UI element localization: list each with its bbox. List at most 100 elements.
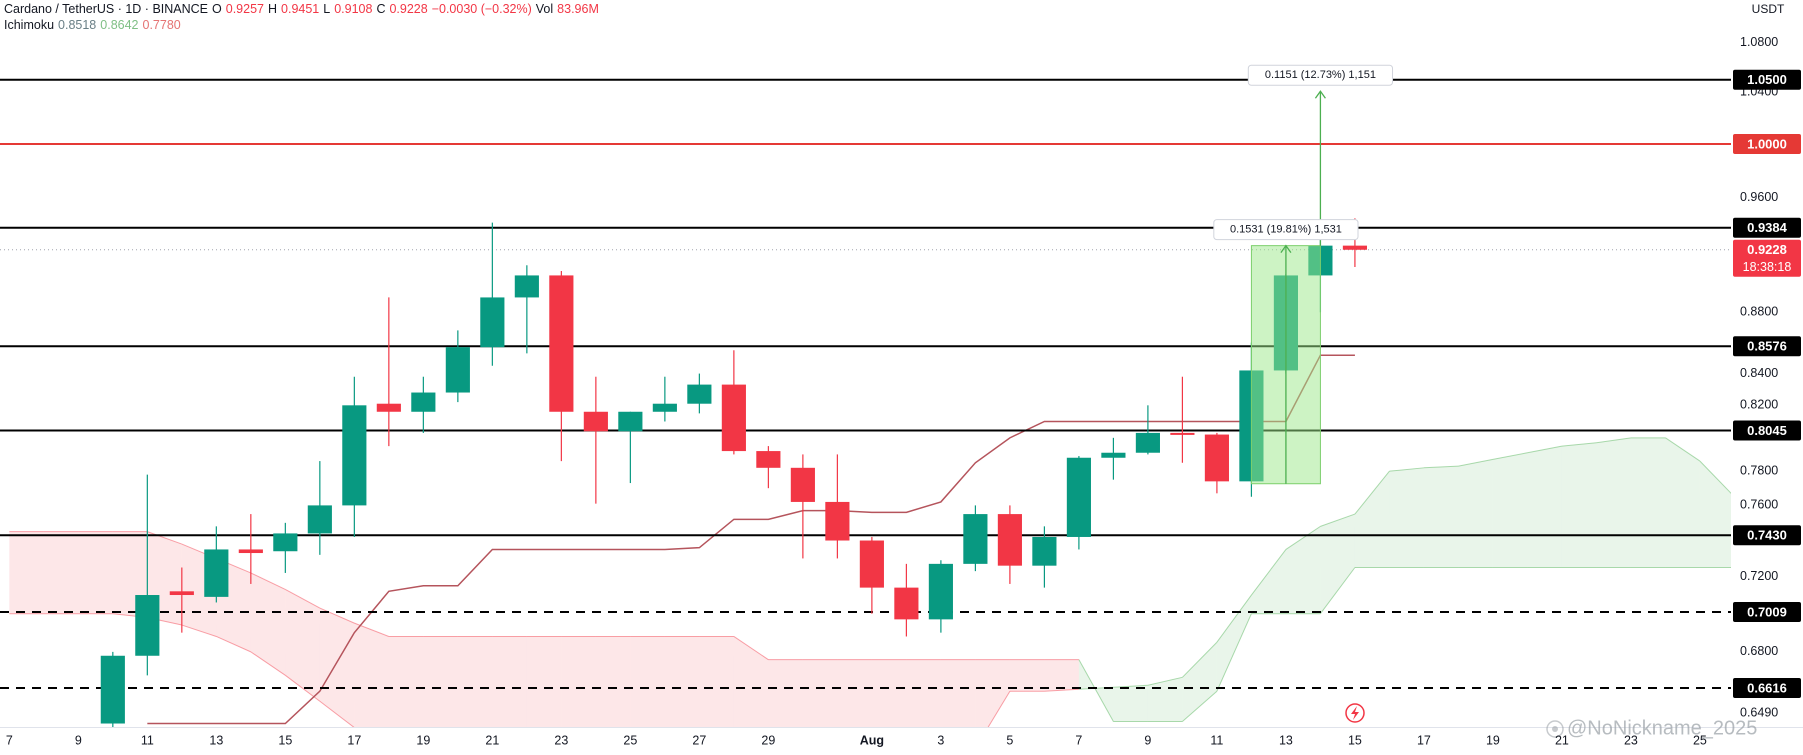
candle-body: [583, 411, 608, 432]
cloud-fill: [1320, 514, 1355, 614]
cloud-span-a: [1320, 513, 1356, 527]
level-label: 1.0500: [1747, 72, 1787, 87]
cloud-span-b: [1182, 690, 1218, 722]
candle-body: [1342, 245, 1367, 250]
cloud-span-a: [1389, 467, 1424, 472]
plot-area: [0, 78, 1731, 727]
arrow-head: [1280, 244, 1292, 254]
cloud-fill: [78, 531, 113, 614]
candle-body: [790, 467, 815, 502]
level-label-box: [1733, 602, 1801, 623]
candle-body: [549, 275, 574, 412]
cloud-fill: [1009, 659, 1045, 692]
currency-label: USDT: [1752, 2, 1785, 16]
cloud-span-b: [147, 531, 182, 545]
last-price-box: [1733, 239, 1801, 277]
symbol-title: Cardano / TetherUS · 1D · BINANCE: [4, 2, 209, 16]
cloud-fill: [1389, 467, 1424, 568]
candle-body: [238, 549, 263, 554]
cloud-span-a: [1147, 676, 1183, 686]
x-tick-label: 25: [1693, 733, 1707, 747]
x-tick-label: 21: [1555, 733, 1569, 747]
cloud-fill: [354, 623, 389, 727]
cloud-span-a: [1458, 458, 1494, 467]
x-tick-label: 11: [1210, 733, 1223, 747]
cloud-span-b: [250, 572, 286, 590]
cloud-span-b: [1216, 613, 1252, 692]
cloud-span-a: [987, 690, 1011, 727]
cloud-span-b: [1320, 567, 1356, 615]
cloud-span-a: [216, 636, 252, 653]
candle-body: [652, 403, 677, 412]
indicator-value: 0.7780: [142, 18, 181, 32]
candle-body: [480, 297, 505, 348]
candle-body: [859, 540, 884, 588]
cloud-span-a: [1044, 688, 1079, 692]
level-label-box: [1733, 217, 1801, 238]
cloud-fill: [1527, 446, 1562, 568]
legend-key: O: [212, 2, 222, 16]
cloud-fill: [595, 636, 631, 727]
candle-body: [894, 587, 919, 620]
cloud-fill: [1596, 437, 1631, 568]
legend-key: Vol: [535, 2, 554, 16]
level-label-box: [1733, 420, 1801, 441]
measure-label-box: [1213, 219, 1359, 241]
kijun-line: [147, 354, 1355, 725]
cloud-fill: [1354, 471, 1390, 568]
cloud-span-a: [181, 624, 217, 637]
x-tick-label: 11: [141, 733, 154, 747]
x-tick-label: 23: [1624, 733, 1638, 747]
cloud-fill: [1423, 466, 1459, 568]
cloud-span-a: [1423, 465, 1459, 469]
level-label: 1.0000: [1747, 136, 1787, 151]
x-tick-label: 15: [278, 733, 292, 747]
y-tick-label: 1.0800: [1740, 35, 1778, 49]
cloud-fill: [1458, 459, 1493, 568]
cloud-span-a: [1527, 445, 1563, 454]
cloud-span-a: [1285, 525, 1321, 550]
cloud-fill: [526, 636, 562, 727]
cloud-fill: [561, 636, 596, 727]
cloud-fill: [768, 659, 803, 727]
cloud-fill: [1251, 549, 1286, 614]
y-tick-label: 0.8400: [1740, 366, 1778, 380]
candle-body: [756, 451, 781, 468]
cloud-fill: [871, 659, 907, 727]
candle-body: [1101, 452, 1126, 458]
x-tick-label: 19: [416, 733, 430, 747]
x-tick-label: 9: [75, 733, 82, 747]
legend-value: 83.96M: [557, 2, 599, 16]
candle-body: [169, 591, 194, 596]
x-tick-label: 9: [1144, 733, 1151, 747]
y-tick-label: 0.7600: [1740, 498, 1778, 512]
cloud-fill: [837, 659, 872, 727]
y-tick-label: 0.8200: [1740, 398, 1778, 412]
x-tick-label: 13: [209, 733, 223, 747]
candle-body: [687, 384, 712, 404]
y-tick-label: 0.7800: [1740, 463, 1778, 477]
cloud-fill: [1285, 526, 1321, 614]
legend-value: 0.9451: [281, 2, 320, 16]
cloud-span-a: [1596, 437, 1632, 444]
cloud-span-b: [733, 636, 769, 661]
countdown: 18:38:18: [1743, 260, 1792, 274]
x-tick-label: 17: [1417, 733, 1431, 747]
cloud-fill: [975, 659, 1010, 727]
legend-value: 0.9108: [334, 2, 373, 16]
cloud-fill: [940, 659, 976, 727]
candle-body: [514, 275, 539, 298]
x-tick-label: 23: [554, 733, 568, 747]
level-label: 0.7009: [1747, 604, 1787, 619]
cloud-fill: [285, 589, 320, 702]
candle-body: [1135, 432, 1160, 453]
x-tick-label: 17: [347, 733, 361, 747]
legend-value: 0.9228: [389, 2, 428, 16]
level-label-box: [1733, 336, 1801, 357]
cloud-span-a: [1492, 452, 1528, 460]
candle-body: [204, 549, 229, 597]
cloud-fill: [1113, 685, 1148, 722]
cloud-fill: [250, 572, 286, 676]
candle-body: [445, 347, 470, 393]
cloud-fill: [1216, 595, 1252, 692]
